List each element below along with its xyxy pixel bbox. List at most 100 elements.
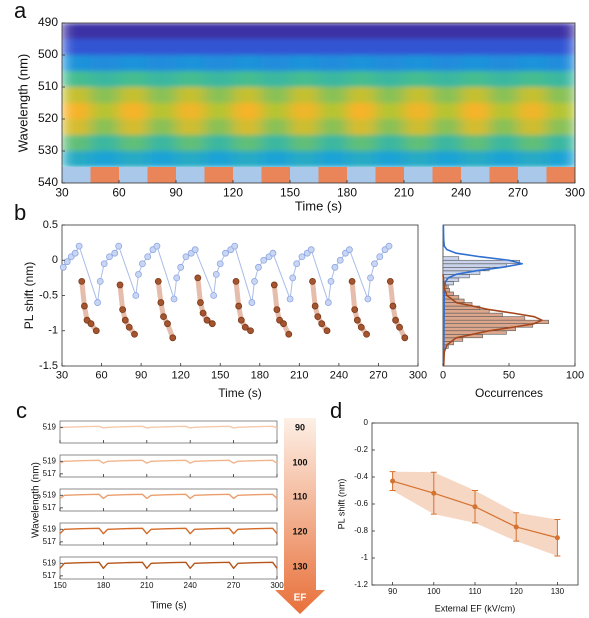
heatmap-cell [489,103,519,120]
heatmap-cell [204,151,234,167]
data-point [154,277,162,285]
data-point [357,323,365,331]
data-point [390,478,396,484]
data-point [431,490,437,496]
heatmap-cell [318,71,348,88]
panel-letter: c [16,398,27,423]
series-line [59,561,278,570]
data-point [311,302,319,310]
heatmap-cell [489,135,519,152]
y-tick-label: -0.4 [354,472,368,481]
data-point [351,306,359,314]
state-strip [290,167,319,183]
heatmap-cell [404,23,434,40]
heatmap-cell [62,23,92,40]
heatmap-cell [432,39,462,56]
heatmap-cell [375,23,405,40]
data-point [273,306,281,314]
data-point [115,242,123,250]
x-tick-label: 240 [451,185,471,199]
x-axis-label: Time (s) [150,601,186,612]
heatmap-cell [62,151,92,167]
heatmap-cell [62,119,92,136]
heatmap-cell [489,55,519,72]
heatmap-cell [518,119,548,136]
heatmap-cell [290,87,320,104]
ef-arrow [275,418,325,614]
x-tick-label: 180 [337,185,357,199]
heatmap-cell [204,119,234,136]
heatmap-cell [489,23,519,40]
heatmap-cell [404,71,434,88]
x-tick-label: 210 [140,581,154,590]
histogram-bar [442,259,520,265]
data-point [270,281,278,289]
data-point [121,316,129,324]
heatmap-cell [318,55,348,72]
plot-frame [59,420,278,444]
x-tick-label: 120 [223,185,243,199]
heatmap-cell [119,23,149,40]
data-point [78,277,86,285]
heatmap-cell [90,151,120,167]
histogram-bar [442,316,526,321]
heatmap-cell [62,87,92,104]
data-point [153,242,161,250]
heatmap-cell [432,119,462,136]
data-point [63,258,71,266]
x-tick-label: 150 [280,185,300,199]
data-point [327,277,335,285]
heatmap-cell [147,87,177,104]
heatmap-cell [518,151,548,167]
heatmap-cell [347,23,377,40]
heatmap-cell [347,55,377,72]
data-point [385,242,393,250]
y-tick-label: -1 [361,553,369,562]
y-tick-label: 517 [43,537,57,546]
heatmap-cell [176,39,206,56]
heatmap-cell [461,103,491,120]
data-point [125,323,133,331]
heatmap-cell [546,151,575,167]
panel-letter: a [14,0,27,23]
state-strip [546,167,575,183]
data-point [336,256,344,264]
state-strip [176,167,205,183]
state-strip [119,167,148,183]
heatmap-cell [546,87,575,104]
x-tick-label: 210 [394,185,414,199]
plot-frame [59,488,278,512]
data-point [376,253,384,261]
data-point [191,246,199,254]
ef-label: 100 [292,457,307,467]
x-tick-label: 30 [55,185,69,199]
x-tick-label: 270 [508,185,528,199]
x-tick-label: 60 [112,185,126,199]
data-point [247,327,254,335]
heatmap-cell [518,71,548,88]
heatmap-cell [461,55,491,72]
plot-frame [61,22,576,184]
state-strip [461,167,490,183]
heatmap-cell [147,135,177,152]
y-tick-label: 500 [38,47,58,61]
y-tick-label: 530 [38,143,58,157]
heatmap-cell [375,87,405,104]
data-point [248,299,256,306]
heatmap-cell [90,23,120,40]
y-axis-label: PL shift (nm) [336,479,346,530]
plot-frame [59,522,278,546]
data-point [314,313,322,321]
y-tick-label: 490 [38,15,58,29]
heatmap-cell [90,71,120,88]
panel-letter: b [14,200,26,225]
y-tick-label: 0 [52,254,58,266]
y-tick-label: 517 [43,469,57,478]
y-tick-label: 0 [364,418,369,427]
heatmap-cell [62,71,92,88]
heatmap-cell [432,151,462,167]
data-point [231,242,239,250]
x-tick-label: 240 [184,581,198,590]
data-point [401,334,409,342]
heatmap-cell [176,87,206,104]
